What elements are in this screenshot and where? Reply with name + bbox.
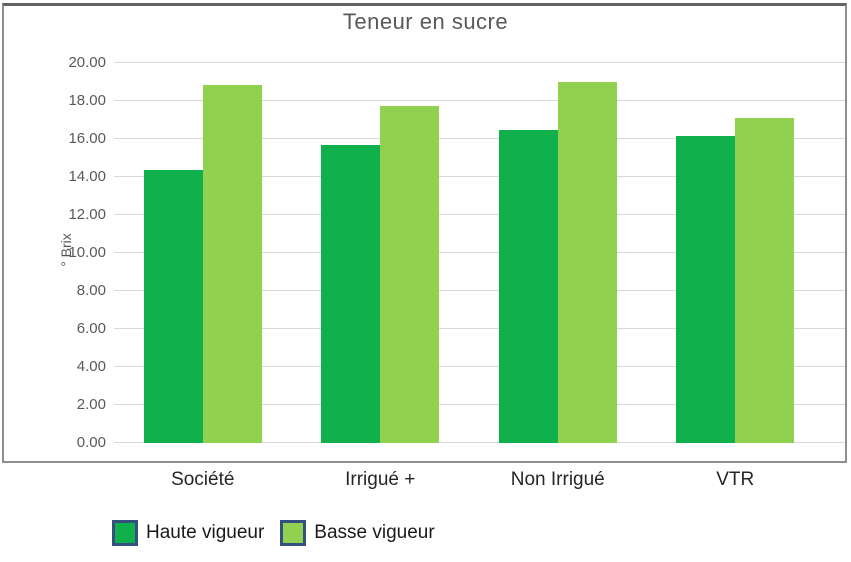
y-axis-tick-label: 4.00 [76,358,106,375]
y-axis-tick-label: 20.00 [68,54,106,71]
bar [143,170,203,443]
bar [321,144,381,443]
y-axis-tick-label: 6.00 [76,320,106,337]
y-axis-tick-label: 12.00 [68,206,106,223]
x-axis-category-label: VTR [716,469,755,490]
chart-title: Teneur en sucre [342,9,509,34]
legend-label: Haute vigueur [146,522,265,543]
gridline [114,366,845,367]
legend-swatch-basse-vigueur [280,520,307,546]
gridline [114,214,845,215]
x-axis-labels: Société Irrigué + Non Irrigué VTR [114,469,824,491]
y-axis-tick-label: 10.00 [68,244,106,261]
bar-group-3 [498,63,617,443]
bar [202,84,262,443]
bar-group-4 [676,63,795,443]
legend-item-basse-vigueur: Basse vigueur [280,520,435,546]
legend-label: Basse vigueur [314,522,435,543]
gridline [114,176,845,177]
gridline [114,290,845,291]
x-axis-category-label: Société [171,469,235,490]
gridline [114,62,845,63]
x-axis-category-label: Non Irrigué [510,469,605,490]
bar [498,129,558,443]
gridline [114,138,845,139]
y-axis-tick-label: 8.00 [76,282,106,299]
legend: Haute vigueur Basse vigueur [112,518,435,548]
bar [676,136,736,443]
bar-group-2 [321,63,440,443]
legend-swatch-haute-vigueur [112,520,138,546]
gridline [114,252,845,253]
x-axis-category-label: Irrigué + [345,469,416,490]
y-axis-tick-label: 18.00 [68,92,106,109]
bar [380,105,440,443]
gridline [114,404,845,405]
y-axis-tick-label: 14.00 [68,168,106,185]
plot-area [114,62,845,443]
gridline [114,328,845,329]
y-axis-tick-label: 2.00 [76,396,106,413]
bar [735,118,795,443]
bar-group-1 [143,63,262,443]
y-axis-tick-label: 0.00 [76,434,106,451]
gridline [114,442,845,443]
legend-item-haute-vigueur: Haute vigueur [112,520,264,546]
bars-container [114,63,824,443]
gridline [114,100,845,101]
y-axis-tick-label: 16.00 [68,130,106,147]
bar [557,82,617,443]
